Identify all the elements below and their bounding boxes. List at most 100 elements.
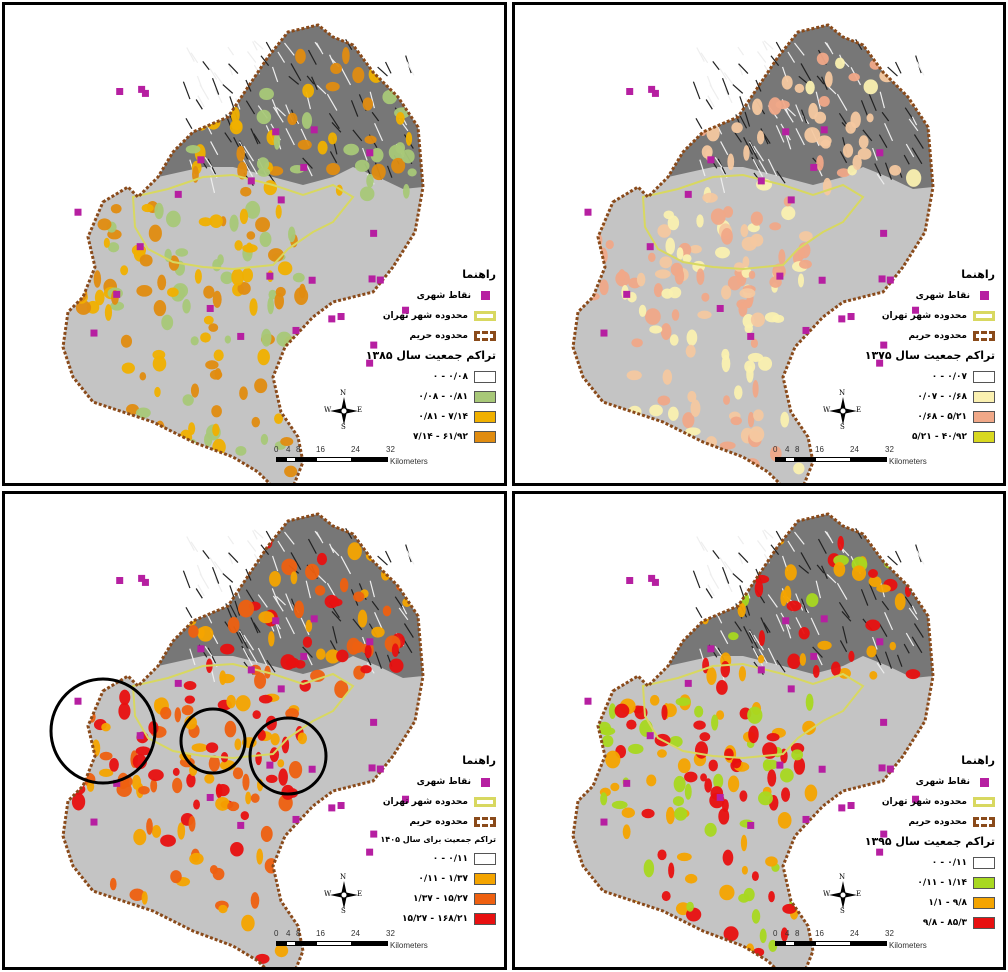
relief-hatch — [182, 570, 191, 589]
scale-bar: 0 4 8 16 24 32 Kilometers — [773, 929, 945, 957]
density-bubble — [305, 563, 320, 581]
legend-title: راهنما — [462, 267, 496, 281]
density-bubble — [833, 561, 846, 577]
legend-class-2-swatch — [973, 897, 995, 910]
relief-hatch — [738, 63, 749, 74]
relief-hatch — [787, 51, 796, 63]
density-bubble — [405, 131, 413, 146]
relief-hatch — [743, 626, 754, 644]
urban-point — [310, 615, 318, 623]
relief-hatch — [767, 158, 778, 177]
density-bubble — [256, 109, 272, 125]
urban-point — [370, 341, 378, 349]
relief-hatch — [724, 577, 733, 593]
density-bubble — [174, 707, 182, 723]
density-bubble — [639, 444, 647, 462]
density-bubble — [690, 399, 701, 417]
relief-hatch — [800, 109, 808, 124]
density-bubble — [701, 145, 713, 159]
relief-hatch — [732, 573, 744, 583]
density-bubble — [646, 774, 657, 787]
urban-point — [113, 779, 121, 787]
urban-point — [277, 685, 285, 693]
legend-class-1-swatch — [973, 390, 995, 403]
relief-hatch — [908, 118, 919, 132]
scale-tick-label: 4 — [286, 929, 291, 938]
scale-unit-label: Kilometers — [889, 457, 927, 466]
relief-hatch — [911, 636, 923, 654]
density-bubble — [793, 757, 806, 775]
relief-hatch — [315, 42, 324, 55]
legend-class-3: ۱۶۸/۲۱ - ۱۵/۲۷ — [380, 912, 496, 926]
relief-hatch — [908, 607, 919, 621]
legend-harim-boundary-label: محدوده حریم — [409, 817, 468, 828]
density-bubble — [213, 349, 224, 362]
relief-hatch — [719, 557, 728, 569]
density-bubble — [852, 154, 862, 171]
relief-hatch — [720, 630, 729, 645]
density-bubble — [182, 394, 194, 406]
density-bubble — [671, 309, 680, 321]
scale-tick-label: 8 — [795, 929, 800, 938]
density-bubble — [209, 369, 223, 380]
compass-w: W — [823, 406, 831, 414]
relief-hatch — [213, 72, 225, 87]
relief-hatch — [238, 632, 249, 649]
relief-hatch — [186, 536, 195, 551]
urban-point — [818, 765, 826, 773]
density-bubble — [697, 310, 712, 319]
tehran-city-boundary — [131, 173, 355, 271]
relief-hatch — [239, 630, 246, 643]
density-bubble — [704, 822, 717, 837]
density-bubble — [153, 699, 161, 712]
density-bubble — [256, 157, 270, 171]
relief-hatch — [253, 40, 264, 50]
relief-hatch — [884, 611, 894, 631]
density-bubble — [86, 781, 95, 792]
legend-urban-points: نقاط شهری — [366, 289, 496, 303]
urban-point — [684, 679, 692, 687]
legend-class-1: ۱/۱۴ - ۰/۱۱ — [865, 876, 995, 890]
density-bubble — [848, 72, 860, 82]
legend-class-1: ۱/۳۷ - ۰/۱۱ — [380, 872, 496, 886]
density-bubble — [167, 287, 179, 298]
density-bubble — [251, 416, 261, 428]
density-bubble — [343, 143, 359, 156]
density-bubble — [281, 736, 290, 754]
density-bubble — [866, 113, 874, 123]
relief-hatch — [874, 163, 882, 177]
density-bubble — [750, 338, 759, 348]
density-bubble — [172, 777, 183, 794]
density-bubble — [139, 254, 153, 267]
mountain-relief — [668, 25, 933, 189]
density-bubble — [354, 159, 370, 172]
legend-city-boundary: محدوده شهر تهران — [366, 309, 496, 323]
legend-class-1-swatch — [973, 877, 995, 890]
relief-hatch — [209, 68, 218, 80]
relief-hatch — [202, 60, 210, 71]
relief-hatch — [257, 647, 268, 666]
density-bubble — [70, 222, 86, 232]
relief-hatch — [719, 175, 726, 194]
relief-hatch — [229, 585, 235, 599]
density-bubble — [226, 694, 236, 709]
relief-hatch — [836, 582, 848, 600]
density-bubble — [224, 335, 232, 344]
density-bubble — [818, 96, 830, 107]
density-bubble — [165, 943, 177, 954]
density-bubble — [793, 462, 805, 475]
urban-point — [820, 126, 828, 134]
relief-hatch — [719, 68, 728, 80]
density-bubble — [336, 649, 349, 663]
urban-point — [626, 577, 634, 585]
relief-hatch — [706, 564, 713, 577]
compass-e: E — [856, 406, 862, 414]
legend-urban-points-swatch — [481, 777, 490, 787]
density-bubble — [767, 769, 777, 787]
relief-hatch — [868, 94, 877, 112]
density-bubble — [245, 200, 261, 219]
density-bubble — [317, 140, 328, 155]
density-bubble — [710, 208, 726, 225]
density-bubble — [285, 708, 299, 720]
relief-hatch — [878, 134, 888, 148]
